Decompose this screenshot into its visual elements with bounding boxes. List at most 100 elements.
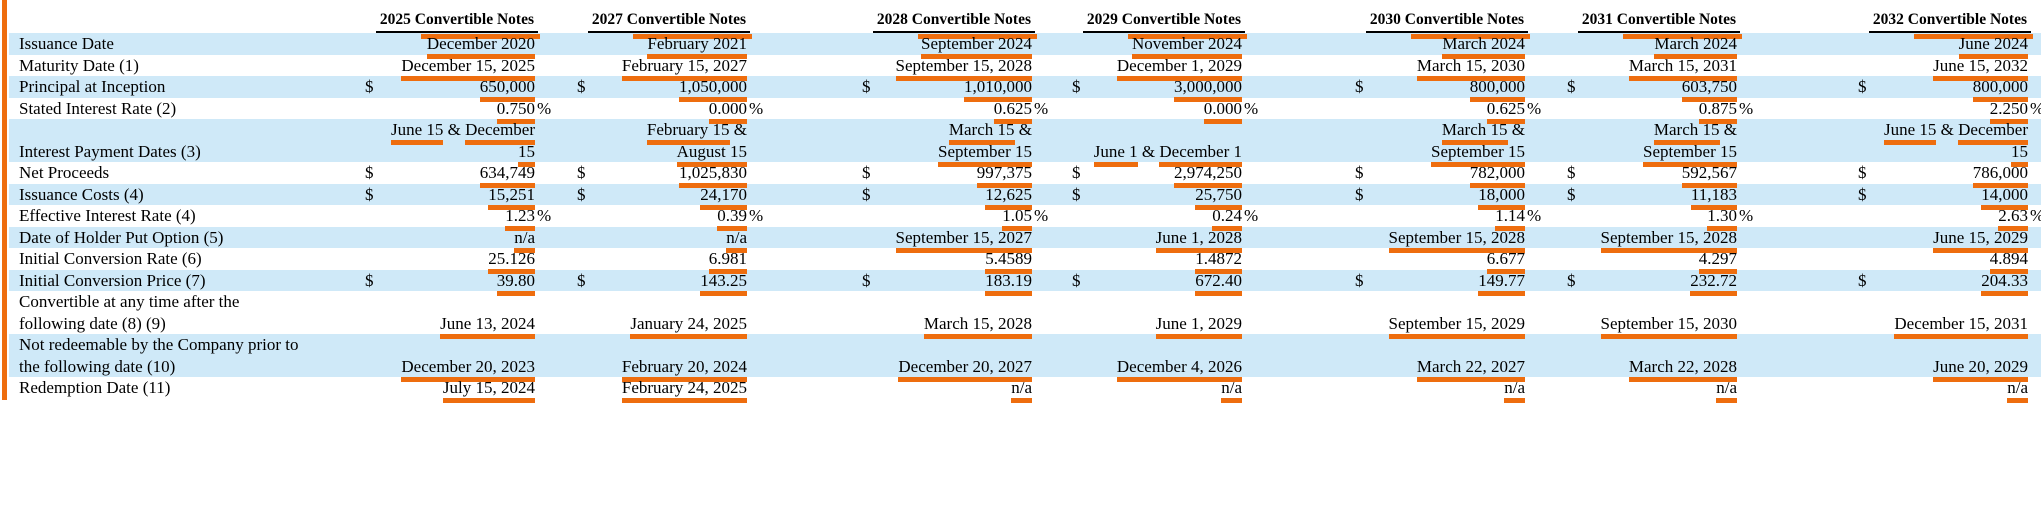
- table-row: Effective Interest Rate (4) 1.23% 0.39% 1.0…: [9, 205, 2041, 231]
- table-row: Initial Conversion Rate (6) 25.126 6.981 5.…: [9, 248, 2041, 274]
- value-text: September 15: [1643, 141, 1737, 167]
- value-text: March 15: [1653, 120, 1720, 145]
- table-cell: n/a: [358, 227, 548, 253]
- cell-value: 1.4872: [1195, 249, 1242, 274]
- value-text: 5.4589: [985, 249, 1032, 274]
- value-text: 650,000: [479, 77, 535, 102]
- value-text: March 15, 2028: [923, 313, 1032, 339]
- value-text: December 4, 2026: [1116, 356, 1242, 382]
- left-accent-bar: [2, 0, 7, 400]
- currency-symbol: $: [1858, 77, 1867, 96]
- value-text: n/a: [1011, 378, 1032, 403]
- value-text: 800,000: [1972, 77, 2028, 102]
- column-header-label: 2029 Convertible Notes: [1082, 10, 1248, 39]
- value-text: 6.981: [708, 249, 747, 274]
- table-cell: $12,625: [760, 184, 1045, 210]
- value-text: 12,625: [985, 184, 1032, 210]
- cell-value: March 2024: [1442, 34, 1525, 59]
- table-cell: $25,750: [1045, 184, 1255, 210]
- row-label: Initial Conversion Price (7): [19, 270, 206, 290]
- cell-value: September 15, 2027: [895, 227, 1032, 253]
- table-row: Issuance Date December 2020 February 2021 S…: [9, 33, 2041, 59]
- percent-sign: %: [1034, 98, 1049, 118]
- table-cell: $634,749: [358, 162, 548, 188]
- cell-value: 25.126: [488, 249, 535, 274]
- currency-symbol: $: [365, 163, 374, 182]
- value-text: September 15, 2027: [895, 227, 1032, 253]
- cell-value: February 2021: [647, 34, 747, 59]
- cell-value: February 24, 2025: [621, 378, 747, 403]
- table-cell: December 20, 2027: [760, 356, 1045, 382]
- value-text: March 15: [1441, 120, 1508, 145]
- table-cell: 1.05%: [760, 205, 1048, 231]
- table-cell: March 15, 2031: [1538, 55, 1750, 81]
- percent-sign: %: [1527, 206, 1542, 225]
- value-text: June 1, 2029: [1155, 313, 1242, 339]
- value-text: n/a: [1221, 378, 1242, 403]
- table-row: Date of Holder Put Option (5) n/a n/a Septe…: [9, 226, 2041, 253]
- column-header: 2029 Convertible Notes: [1045, 10, 1255, 39]
- value-text: 786,000: [1972, 163, 2028, 188]
- value-text: n/a: [514, 227, 535, 253]
- currency-symbol: $: [577, 163, 586, 182]
- table-cell: 0.39%: [548, 205, 763, 231]
- value-text: n/a: [2007, 378, 2028, 403]
- value-text: June 15, 2032: [1933, 55, 2028, 81]
- cell-value: March 2024: [1654, 34, 1737, 59]
- value-text: December: [1958, 120, 2028, 145]
- value-text: 0.625: [993, 98, 1032, 124]
- value-text: 15: [2011, 141, 2028, 167]
- value-text: 4.297: [1698, 249, 1737, 274]
- table-cell: June 15 & December 15: [1750, 119, 2041, 167]
- cell-value: 25,750: [1195, 184, 1242, 210]
- table-cell: 1.23%: [358, 205, 552, 231]
- cell-value: 149.77: [1478, 270, 1525, 296]
- table-cell: June 1, 2029: [1045, 313, 1255, 339]
- value-text: 25,750: [1195, 184, 1242, 210]
- cell-value: 0.875: [1698, 98, 1737, 124]
- cell-value: n/a: [514, 227, 535, 253]
- table-cell: $782,000: [1255, 162, 1538, 188]
- column-header-label: 2031 Convertible Notes: [1577, 10, 1743, 39]
- value-text: March 15, 2031: [1628, 55, 1737, 81]
- currency-symbol: $: [862, 163, 871, 182]
- table-cell: March 2024: [1538, 33, 1750, 59]
- cell-value: 672.40: [1195, 270, 1242, 296]
- value-text: 2,974,250: [1174, 163, 1242, 188]
- value-text: February 20, 2024: [621, 356, 747, 382]
- currency-symbol: $: [1567, 270, 1576, 290]
- currency-symbol: $: [862, 77, 871, 96]
- cell-value: 997,375: [976, 163, 1032, 188]
- table-cell: 0.24%: [1045, 205, 1258, 231]
- cell-value: 2.250: [1989, 98, 2028, 124]
- cell-value: n/a: [1011, 378, 1032, 403]
- table-cell: $39.80: [358, 270, 548, 296]
- row-label: Convertible at any time after the follow…: [19, 292, 240, 333]
- currency-symbol: $: [1072, 163, 1081, 182]
- table-cell: $592,567: [1538, 162, 1750, 188]
- currency-symbol: $: [1355, 184, 1364, 204]
- column-header: 2027 Convertible Notes: [548, 10, 760, 39]
- value-text: 183.19: [985, 270, 1032, 296]
- cell-value: 204.33: [1981, 270, 2028, 296]
- value-text: 0.000: [708, 98, 747, 124]
- percent-sign: %: [537, 206, 552, 225]
- cell-value: September 15, 2029: [1388, 313, 1525, 339]
- value-text: 25.126: [488, 249, 535, 274]
- cell-value: November 2024: [1131, 34, 1242, 59]
- row-label: Interest Payment Dates (3): [19, 141, 201, 161]
- cell-value: December 15, 2031: [1894, 313, 2028, 339]
- value-text: June 15: [1884, 120, 1937, 145]
- cell-value: September 2024: [921, 34, 1032, 59]
- cell-value: September 15, 2028: [895, 55, 1032, 81]
- cell-value: July 15, 2024: [442, 378, 535, 403]
- value-text: June 20, 2029: [1933, 356, 2028, 382]
- cell-value: 1.14: [1495, 206, 1525, 231]
- cell-value: 1,050,000: [679, 77, 747, 102]
- currency-symbol: $: [862, 184, 871, 204]
- value-text: 204.33: [1981, 270, 2028, 296]
- column-header: 2032 Convertible Notes: [1750, 10, 2041, 39]
- cell-value: 183.19: [985, 270, 1032, 296]
- value-text: December 20, 2023: [401, 356, 535, 382]
- currency-symbol: $: [365, 184, 374, 204]
